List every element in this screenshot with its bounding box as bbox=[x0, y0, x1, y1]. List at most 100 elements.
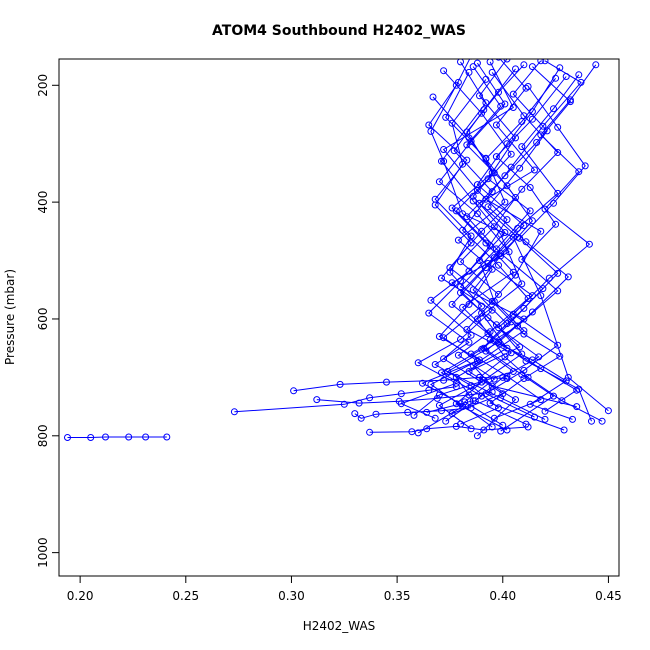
data-point bbox=[442, 417, 450, 425]
data-point bbox=[448, 300, 456, 308]
data-point bbox=[550, 392, 557, 400]
data-point bbox=[480, 106, 488, 114]
data-point bbox=[478, 345, 486, 353]
data-point bbox=[372, 410, 380, 418]
data-point bbox=[452, 422, 460, 430]
data-point bbox=[486, 328, 494, 336]
data-point bbox=[518, 118, 526, 125]
data-point bbox=[454, 351, 462, 359]
data-point bbox=[414, 429, 422, 437]
data-point bbox=[446, 268, 454, 276]
data-point bbox=[514, 224, 522, 232]
data-point bbox=[442, 113, 450, 121]
data-point bbox=[550, 199, 557, 207]
data-point bbox=[440, 67, 448, 75]
data-point bbox=[425, 309, 433, 317]
data-point bbox=[457, 258, 464, 266]
data-point bbox=[501, 198, 509, 206]
data-point bbox=[541, 407, 549, 415]
data-point bbox=[313, 396, 321, 404]
data-point bbox=[518, 185, 526, 193]
data-point bbox=[427, 296, 435, 304]
x-tick-label: 0.45 bbox=[595, 589, 622, 603]
y-tick-label: 200 bbox=[36, 74, 50, 97]
data-point bbox=[497, 252, 505, 260]
data-point bbox=[503, 320, 511, 328]
series-line bbox=[451, 59, 592, 422]
data-point bbox=[438, 157, 445, 165]
data-point bbox=[541, 415, 549, 423]
y-tick-label: 800 bbox=[36, 424, 50, 447]
series-line bbox=[474, 74, 580, 425]
data-point bbox=[501, 100, 509, 108]
data-point bbox=[290, 387, 298, 395]
data-point bbox=[457, 420, 464, 428]
data-point bbox=[454, 78, 462, 86]
data-point bbox=[463, 141, 471, 149]
data-point bbox=[476, 199, 483, 207]
data-point bbox=[528, 308, 536, 316]
data-point bbox=[465, 68, 473, 76]
data-point bbox=[509, 90, 517, 98]
data-point bbox=[478, 309, 486, 317]
data-point bbox=[490, 223, 498, 231]
data-point bbox=[463, 213, 471, 221]
data-point bbox=[560, 426, 568, 434]
data-point bbox=[522, 420, 530, 428]
series-line bbox=[449, 77, 565, 431]
data-point bbox=[543, 127, 551, 135]
data-point bbox=[448, 279, 456, 287]
data-point bbox=[501, 172, 509, 180]
x-tick-label: 0.35 bbox=[384, 589, 411, 603]
data-point bbox=[539, 122, 547, 130]
data-point bbox=[473, 357, 481, 365]
data-point bbox=[585, 240, 593, 248]
data-point bbox=[592, 61, 600, 69]
data-point bbox=[463, 326, 471, 333]
data-point bbox=[537, 292, 545, 300]
x-axis: 0.20 0.25 0.30 0.35 0.40 0.45 bbox=[67, 575, 622, 603]
data-point bbox=[478, 109, 486, 117]
data-point bbox=[495, 59, 502, 61]
data-point bbox=[520, 304, 528, 312]
data-point bbox=[528, 217, 536, 225]
data-point bbox=[340, 400, 348, 408]
data-point bbox=[351, 410, 359, 418]
data-point bbox=[497, 102, 505, 110]
data-point bbox=[531, 166, 538, 174]
data-point bbox=[554, 269, 562, 277]
data-point bbox=[604, 407, 612, 415]
data-point bbox=[438, 369, 445, 377]
data-point bbox=[528, 356, 536, 364]
data-point bbox=[520, 330, 528, 338]
data-point bbox=[467, 137, 475, 145]
data-point bbox=[516, 343, 524, 351]
data-point bbox=[524, 83, 532, 90]
data-point bbox=[488, 68, 496, 76]
data-point bbox=[465, 134, 473, 142]
data-point bbox=[366, 394, 374, 402]
data-point bbox=[357, 414, 365, 422]
data-point bbox=[448, 119, 456, 127]
data-point bbox=[488, 423, 496, 431]
series-line bbox=[67, 436, 167, 438]
data-point bbox=[490, 169, 498, 177]
data-point bbox=[383, 378, 390, 386]
data-point bbox=[495, 261, 502, 269]
data-point bbox=[230, 408, 238, 416]
data-point bbox=[467, 232, 475, 240]
series-profile bbox=[427, 59, 612, 415]
data-point bbox=[484, 175, 492, 183]
data-point bbox=[518, 255, 526, 263]
data-point bbox=[463, 156, 471, 164]
data-point bbox=[537, 227, 545, 235]
data-point bbox=[465, 368, 473, 375]
data-point bbox=[478, 302, 486, 310]
data-point bbox=[476, 373, 483, 381]
series-line bbox=[430, 59, 609, 412]
series-profile bbox=[471, 71, 583, 428]
data-point bbox=[507, 318, 515, 326]
series-line bbox=[470, 76, 567, 419]
x-tick-label: 0.20 bbox=[67, 589, 94, 603]
